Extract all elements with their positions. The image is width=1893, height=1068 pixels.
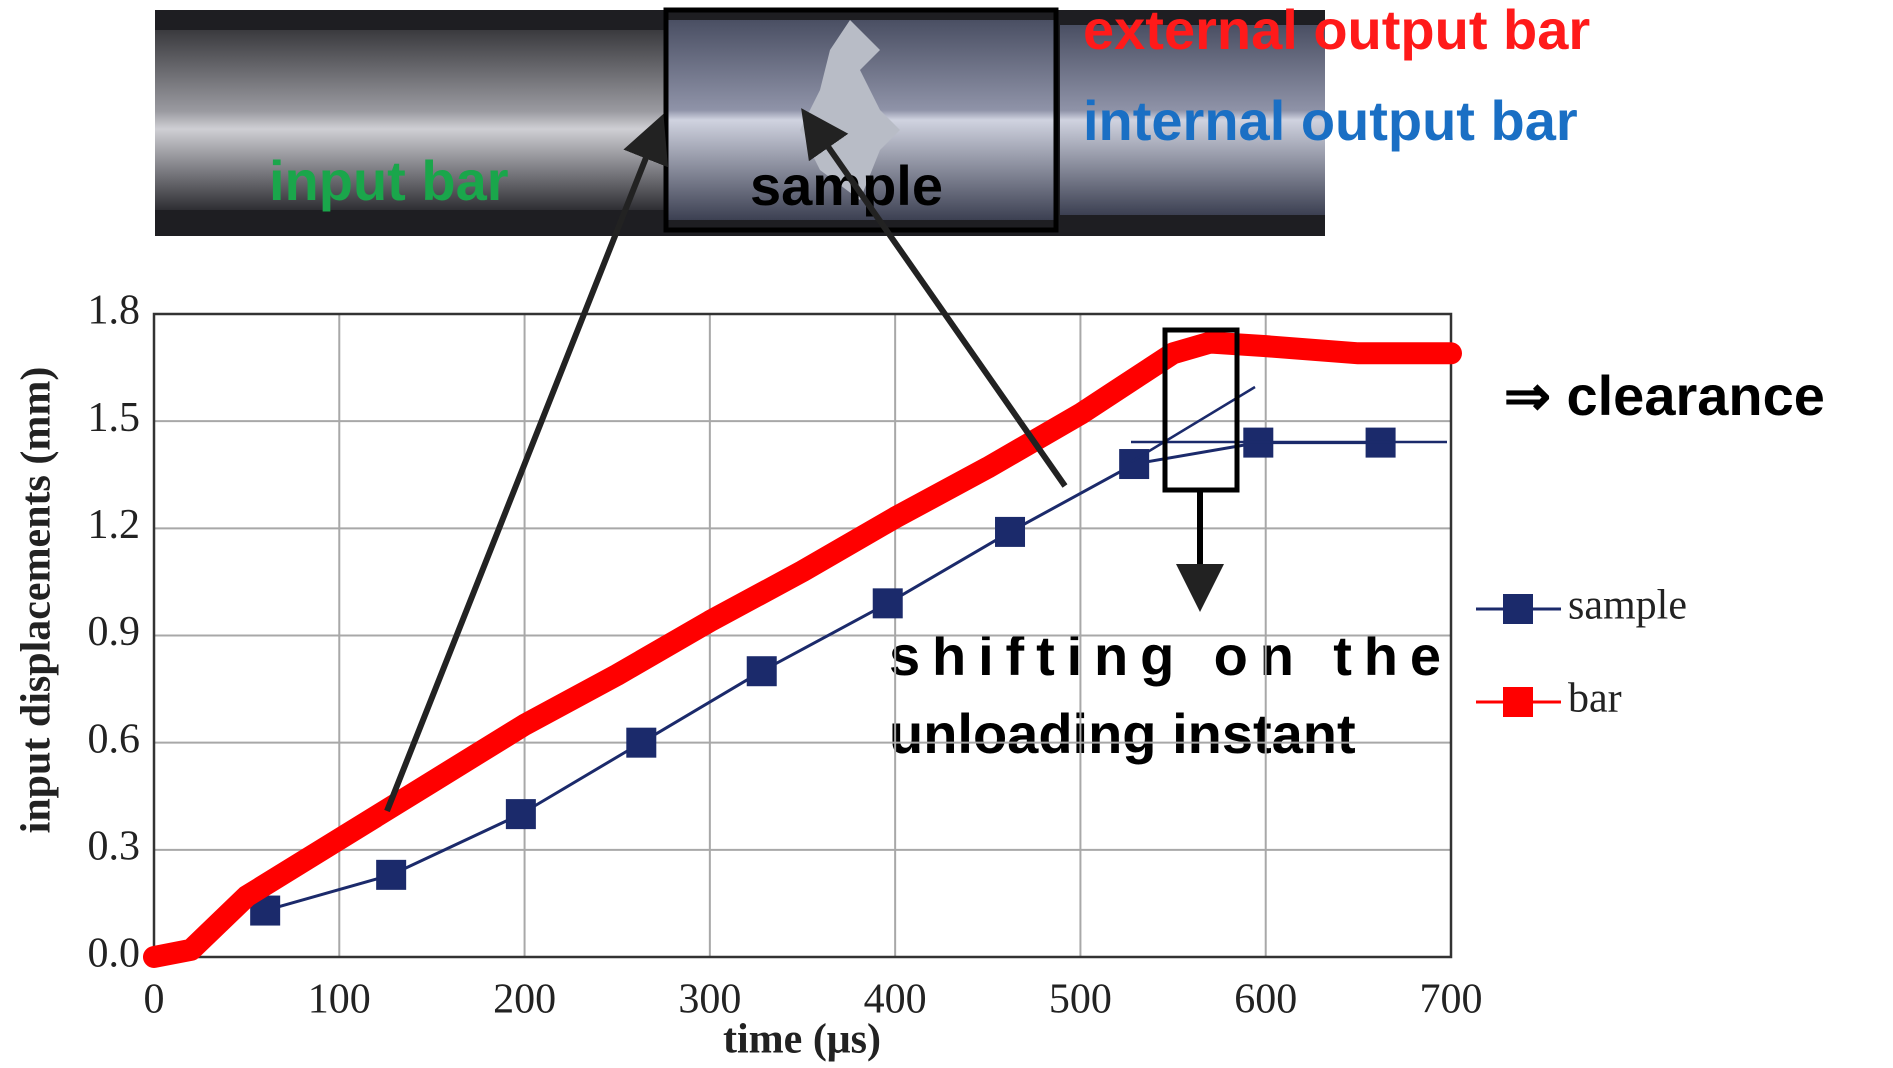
arrows: [384, 108, 1447, 813]
legend-marker: [1503, 687, 1533, 717]
y-tick-label: 0.0: [88, 931, 141, 977]
annotation: shifting on the: [889, 624, 1441, 687]
legend-marker: [1503, 594, 1533, 624]
x-tick-label: 0: [144, 977, 165, 1023]
marker: [505, 799, 536, 830]
x-tick-label: 300: [678, 977, 741, 1023]
marker: [995, 516, 1026, 547]
marker: [376, 859, 407, 890]
x-tick-label: 600: [1234, 977, 1297, 1023]
legend-label: bar: [1568, 676, 1622, 722]
x-tick-label: 500: [1049, 977, 1112, 1023]
annotation: internal output bar: [1083, 89, 1578, 152]
y-axis-title: input displacements (mm): [14, 367, 60, 834]
y-tick-label: 0.6: [88, 716, 141, 762]
annotation: unloading instant: [889, 702, 1356, 765]
series-line: [143, 331, 1462, 968]
y-tick-label: 0.9: [88, 609, 141, 655]
annotation: input bar: [269, 149, 509, 212]
y-tick-label: 1.5: [88, 395, 141, 441]
y-tick-label: 0.3: [88, 823, 141, 869]
x-axis-title: time (μs): [723, 1017, 881, 1063]
marker: [872, 588, 903, 619]
marker: [746, 656, 777, 687]
legend-item: bar: [1476, 676, 1622, 722]
y-tick-label: 1.2: [88, 502, 141, 548]
x-tick-label: 100: [308, 977, 371, 1023]
x-tick-label: 400: [864, 977, 927, 1023]
series-line: [263, 441, 1383, 913]
x-tick-label: 700: [1420, 977, 1483, 1023]
legend-label: sample: [1568, 583, 1687, 629]
annotation: sample: [750, 154, 943, 217]
legend-item: sample: [1476, 583, 1687, 629]
annotation: external output bar: [1083, 0, 1590, 61]
plot-frame: [152, 312, 1453, 959]
x-tick-label: 200: [493, 977, 556, 1023]
annotation: ⇒ clearance: [1504, 364, 1825, 427]
marker: [626, 727, 657, 758]
y-tick-label: 1.8: [88, 288, 141, 334]
